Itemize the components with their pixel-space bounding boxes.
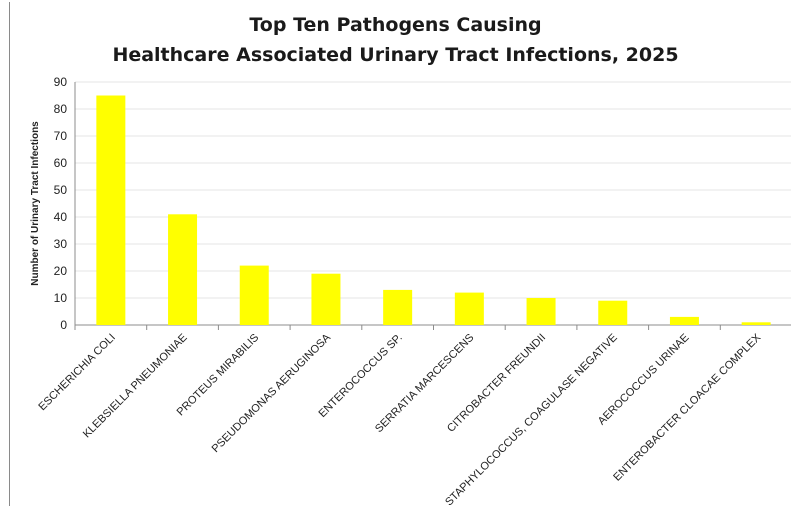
frame-left-border	[9, 2, 10, 506]
y-axis-label: Number of Urinary Tract Infections	[30, 121, 41, 286]
x-category-label: PSEUDOMONAS AERUGINOSA	[210, 331, 334, 455]
bar	[168, 214, 198, 325]
y-tick-label: 90	[54, 75, 68, 89]
y-tick-label: 40	[54, 210, 68, 224]
x-category-label: PROTEUS MIRABILIS	[175, 332, 262, 419]
bar	[239, 265, 269, 325]
y-tick-label: 20	[54, 264, 68, 278]
bar	[741, 322, 771, 325]
y-tick-label: 70	[54, 129, 68, 143]
bar	[598, 300, 628, 325]
x-category-label: ESCHERICHIA COLI	[36, 332, 118, 414]
bar	[526, 298, 556, 325]
y-tick-label: 30	[54, 237, 68, 251]
chart-title-line-2: Healthcare Associated Urinary Tract Infe…	[112, 44, 679, 66]
y-tick-label: 10	[54, 291, 68, 305]
x-category-label: ENTEROBACTER CLOACAE COMPLEX	[611, 331, 763, 483]
x-category-label: STAPHYLOCOCCUS, COAGULASE NEGATIVE	[443, 332, 620, 506]
chart-title-line-1: Top Ten Pathogens Causing	[249, 14, 542, 36]
bar	[669, 316, 699, 325]
bar	[454, 292, 484, 325]
x-category-label: ENTEROCOCCUS SP.	[316, 332, 404, 420]
y-tick-label: 60	[54, 156, 68, 170]
y-tick-label: 0	[60, 318, 67, 332]
bar	[96, 95, 126, 325]
bar	[311, 273, 341, 325]
y-tick-label: 50	[54, 183, 68, 197]
bar	[383, 289, 413, 325]
y-tick-label: 80	[54, 102, 68, 116]
